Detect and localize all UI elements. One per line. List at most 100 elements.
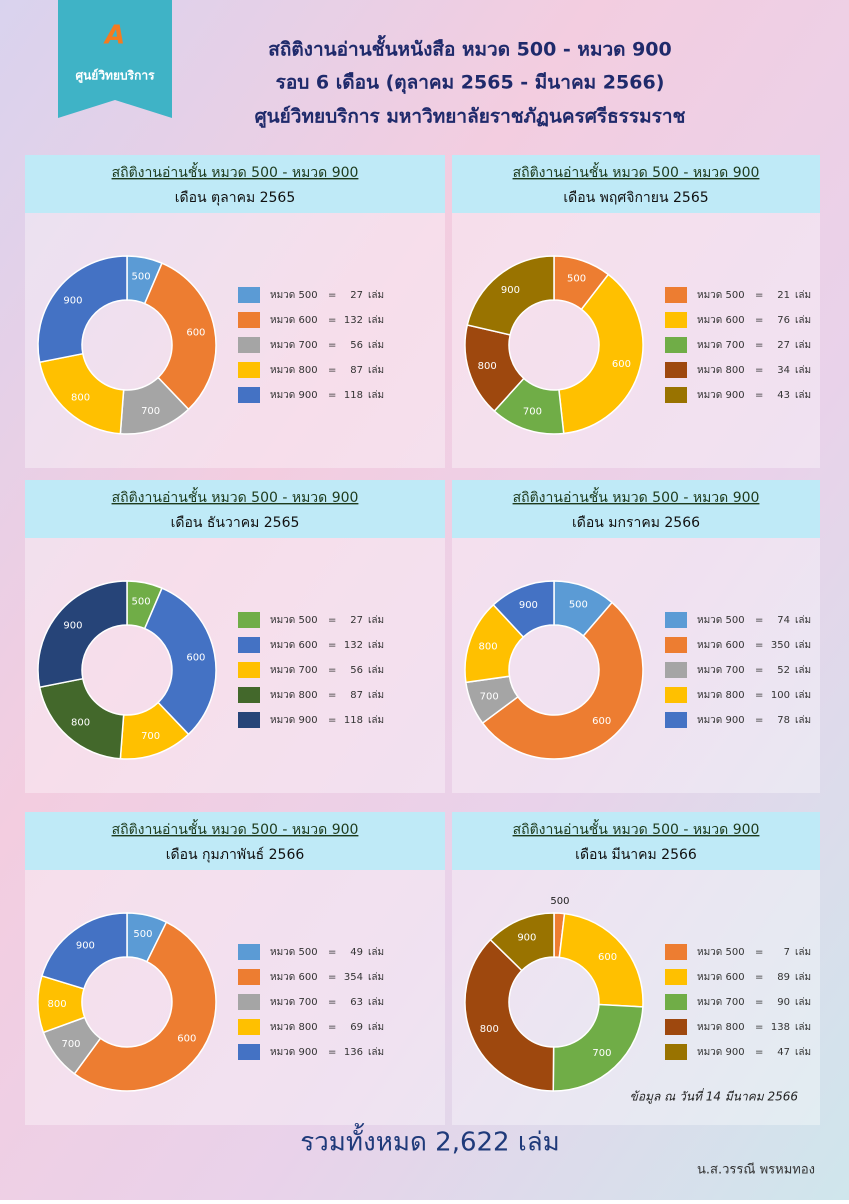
chart-subtitle: เดือน พฤศจิกายน 2565 (563, 190, 708, 206)
legend-separator: = (755, 690, 763, 701)
legend-label: หมวด 800 (697, 365, 745, 376)
legend-label: หมวด 700 (697, 665, 745, 676)
donut-slice (558, 273, 644, 435)
legend-label: หมวด 600 (270, 640, 318, 651)
chart-title: สถิติงานอ่านชั้น หมวด 500 - หมวด 900 (513, 819, 760, 838)
legend-label: หมวด 800 (270, 1022, 318, 1033)
chart-subtitle: เดือน มีนาคม 2566 (575, 847, 697, 863)
chart-title: สถิติงานอ่านชั้น หมวด 500 - หมวด 900 (112, 162, 359, 181)
panel-header (25, 155, 445, 213)
legend-label: หมวด 800 (270, 690, 318, 701)
legend-swatch (665, 637, 687, 653)
legend-value: 354 (344, 972, 363, 983)
legend-unit: เล่ม (795, 290, 811, 301)
slice-label: 600 (592, 716, 611, 727)
legend-unit: เล่ม (795, 340, 811, 351)
legend-label: หมวด 800 (270, 365, 318, 376)
legend-value: 69 (350, 1022, 363, 1033)
slice-label: 900 (63, 621, 82, 632)
legend-unit: เล่ม (368, 997, 384, 1008)
legend-swatch (238, 387, 260, 403)
legend-value: 90 (777, 997, 790, 1008)
legend-separator: = (328, 290, 336, 301)
logo-mark: A (103, 21, 125, 51)
legend-unit: เล่ม (368, 315, 384, 326)
legend-separator: = (328, 615, 336, 626)
title-line: รอบ 6 เดือน (ตุลาคม 2565 - มีนาคม 2566) (276, 72, 665, 95)
legend-unit: เล่ม (368, 290, 384, 301)
legend-swatch (238, 287, 260, 303)
legend-swatch (238, 362, 260, 378)
slice-label: 800 (478, 642, 497, 653)
legend-unit: เล่ม (795, 365, 811, 376)
legend-value: 350 (771, 640, 790, 651)
legend-swatch (665, 994, 687, 1010)
chart-title: สถิติงานอ่านชั้น หมวด 500 - หมวด 900 (513, 487, 760, 506)
legend-value: 132 (344, 640, 363, 651)
legend-label: หมวด 600 (270, 315, 318, 326)
donut-slice (558, 912, 644, 1008)
legend-label: หมวด 900 (697, 715, 745, 726)
slice-label: 500 (133, 929, 152, 940)
panel-header (25, 812, 445, 870)
legend-swatch (665, 337, 687, 353)
legend-label: หมวด 700 (270, 665, 318, 676)
legend-value: 47 (777, 1047, 790, 1058)
legend-unit: เล่ม (368, 665, 384, 676)
slice-label: 800 (478, 361, 497, 372)
logo-text: ศูนย์วิทยบริการ (75, 69, 155, 84)
legend-label: หมวด 700 (697, 340, 745, 351)
legend-separator: = (755, 947, 763, 958)
legend-swatch (665, 612, 687, 628)
legend-separator: = (755, 615, 763, 626)
legend-value: 56 (350, 665, 363, 676)
donut-slice (466, 255, 555, 336)
legend-swatch (665, 687, 687, 703)
logo-ribbon (58, 0, 172, 118)
donut-slice (143, 587, 217, 736)
legend-unit: เล่ม (368, 1047, 384, 1058)
legend-unit: เล่ม (368, 615, 384, 626)
legend-value: 52 (777, 665, 790, 676)
legend-separator: = (328, 665, 336, 676)
chart-subtitle: เดือน กุมภาพันธ์ 2566 (166, 846, 305, 863)
chart-title: สถิติงานอ่านชั้น หมวด 500 - หมวด 900 (112, 487, 359, 506)
legend-swatch (238, 662, 260, 678)
donut-slice (143, 262, 217, 411)
legend-value: 138 (771, 1022, 790, 1033)
legend-value: 63 (350, 997, 363, 1008)
legend-unit: เล่ม (368, 972, 384, 983)
legend-swatch (665, 287, 687, 303)
total: รวมทั้งหมด 2,622 เล่ม (300, 1123, 560, 1158)
legend-value: 76 (777, 315, 790, 326)
chart-subtitle: เดือน ธันวาคม 2565 (171, 515, 300, 531)
author: น.ส.วรรณี พรหมทอง (697, 1162, 815, 1178)
legend-value: 136 (344, 1047, 363, 1058)
legend-swatch (238, 712, 260, 728)
legend-label: หมวด 500 (270, 290, 318, 301)
slice-label: 800 (480, 1024, 499, 1035)
slice-label: 600 (598, 952, 617, 963)
legend-unit: เล่ม (795, 715, 811, 726)
slice-label: 700 (592, 1048, 611, 1059)
legend-separator: = (328, 690, 336, 701)
legend-separator: = (328, 390, 336, 401)
legend-label: หมวด 900 (270, 715, 318, 726)
legend-separator: = (328, 997, 336, 1008)
legend-unit: เล่ม (368, 340, 384, 351)
legend-separator: = (755, 1022, 763, 1033)
legend-separator: = (755, 315, 763, 326)
legend-label: หมวด 700 (270, 340, 318, 351)
legend-separator: = (755, 997, 763, 1008)
legend-separator: = (755, 715, 763, 726)
panel-header (25, 480, 445, 538)
legend-unit: เล่ม (795, 640, 811, 651)
legend-swatch (665, 312, 687, 328)
legend-separator: = (328, 1047, 336, 1058)
legend-label: หมวด 500 (697, 290, 745, 301)
legend-value: 27 (350, 615, 363, 626)
slice-label: 900 (517, 932, 536, 943)
legend-unit: เล่ม (795, 947, 811, 958)
legend-swatch (238, 687, 260, 703)
donut-slice (37, 255, 128, 364)
